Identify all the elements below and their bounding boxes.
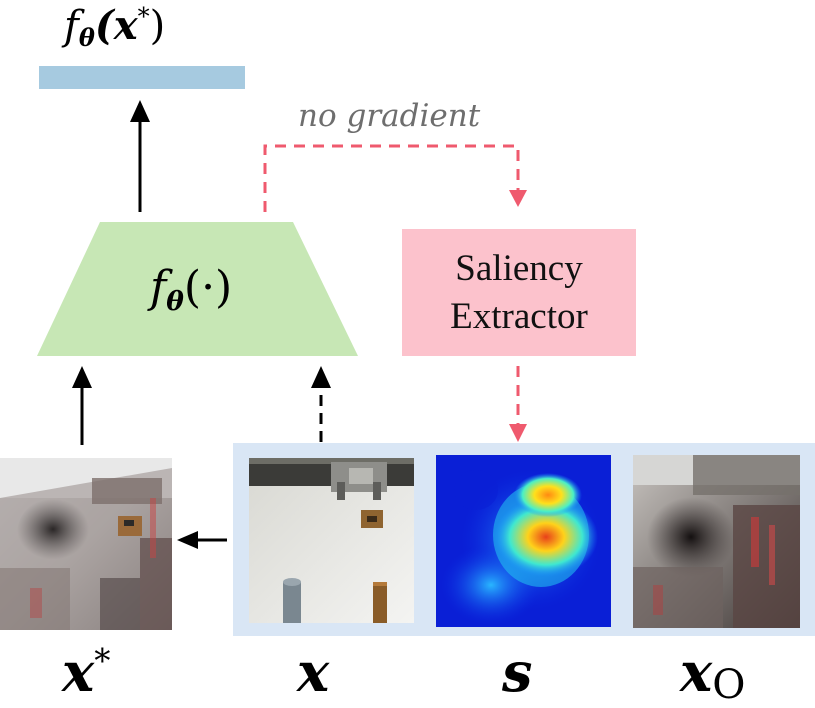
- output-formula-theta: θ: [78, 23, 95, 53]
- output-formula-f: f: [64, 3, 79, 49]
- network-formula-theta: θ: [166, 285, 184, 317]
- augmented-observation-image: [0, 458, 172, 630]
- saliency-extractor-box: Saliency Extractor: [402, 229, 636, 356]
- no-gradient-label: no gradient: [298, 98, 481, 134]
- label-x-o-sub: O: [712, 660, 746, 708]
- no-gradient-connector: [263, 144, 520, 212]
- arrow-head-saliency-to-s: [509, 424, 527, 442]
- output-formula-star: *: [137, 2, 150, 31]
- no-gradient-arrow-head: [509, 190, 527, 207]
- arrow-head-xstar-to-network: [72, 366, 92, 388]
- network-formula-f: f: [150, 262, 167, 313]
- arrow-head-panel-to-xstar: [177, 531, 198, 549]
- label-x-o-base: x: [680, 640, 713, 704]
- label-x-star: x*: [62, 640, 110, 704]
- label-x-star-sup: *: [94, 642, 111, 680]
- original-observation-image: [249, 458, 414, 623]
- saliency-extractor-line1: Saliency: [455, 247, 583, 289]
- network-formula-arg: (·): [183, 262, 233, 313]
- network-formula: fθ(·): [150, 262, 233, 317]
- label-x-o: xO: [680, 640, 745, 708]
- network-trapezoid: [37, 222, 358, 356]
- arrow-head-x-to-network: [311, 366, 331, 388]
- saliency-extractor-line2: Extractor: [450, 295, 588, 337]
- output-formula: fθ(x*): [64, 2, 166, 53]
- output-formula-close: ): [149, 3, 166, 49]
- arrow-head-network-to-output: [130, 100, 150, 122]
- label-x-star-base: x: [62, 640, 95, 704]
- saliency-map-image: [436, 455, 611, 627]
- label-x: x: [297, 640, 330, 704]
- label-s: s: [502, 640, 533, 704]
- other-observation-image: [633, 455, 800, 628]
- output-feature-bar: [39, 66, 245, 89]
- output-formula-arg: (x: [94, 2, 138, 49]
